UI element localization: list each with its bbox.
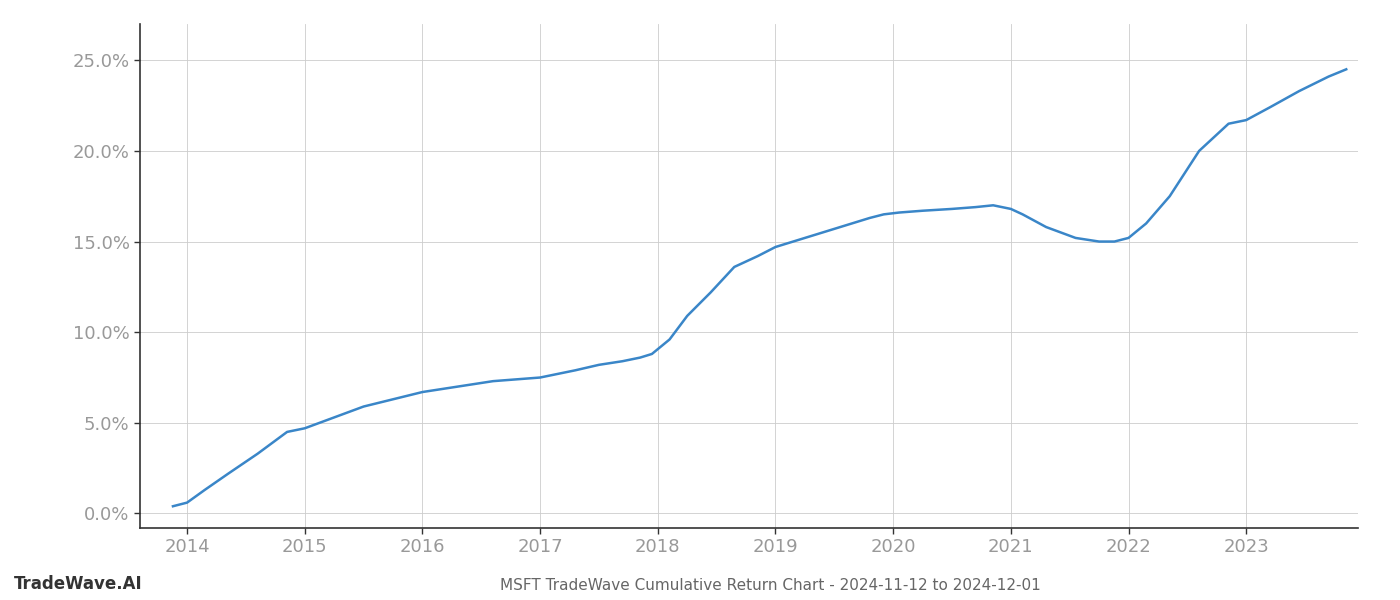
- Text: TradeWave.AI: TradeWave.AI: [14, 575, 143, 593]
- Text: MSFT TradeWave Cumulative Return Chart - 2024-11-12 to 2024-12-01: MSFT TradeWave Cumulative Return Chart -…: [500, 578, 1040, 593]
